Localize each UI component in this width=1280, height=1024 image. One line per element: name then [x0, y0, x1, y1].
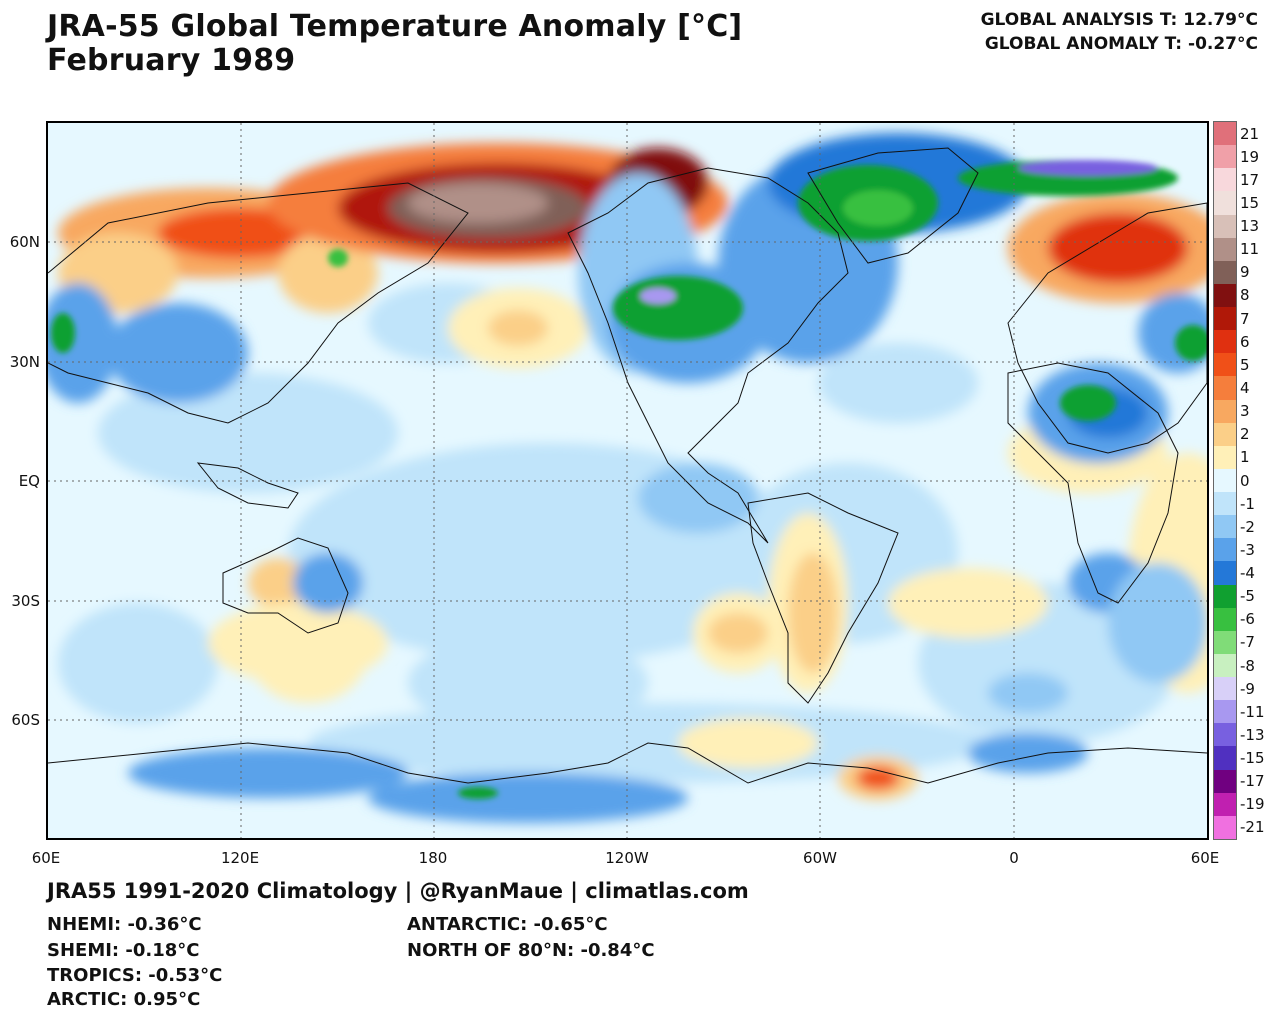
colorbar-label: 3 — [1240, 402, 1250, 421]
colorbar-segment — [1214, 353, 1236, 377]
map-title: JRA-55 Global Temperature Anomaly [°C] F… — [47, 10, 742, 78]
colorbar-segment — [1214, 260, 1236, 284]
colorbar-label: -1 — [1240, 494, 1255, 513]
colorbar-segment — [1214, 561, 1236, 585]
anomaly-map — [46, 121, 1209, 840]
lon-label-60e-left: 60E — [31, 849, 61, 867]
strong-anomaly-cores — [51, 160, 1207, 799]
stat-antarctic: ANTARCTIC: -0.65°C — [407, 914, 608, 935]
colorbar-segment — [1214, 168, 1236, 192]
colorbar-label: -9 — [1240, 679, 1255, 698]
lon-label-0: 0 — [1009, 849, 1019, 867]
colorbar-segment — [1214, 700, 1236, 724]
colorbar-label: 21 — [1240, 124, 1260, 143]
lon-label-180: 180 — [418, 849, 448, 867]
colorbar-segment — [1214, 376, 1236, 400]
colorbar-segment — [1214, 746, 1236, 770]
colorbar-segment — [1214, 630, 1236, 654]
stat-north-of-80: NORTH OF 80°N: -0.84°C — [407, 940, 655, 961]
colorbar-label: 6 — [1240, 332, 1250, 351]
colorbar-label: 1 — [1240, 448, 1250, 467]
colorbar-label: 4 — [1240, 378, 1250, 397]
lon-label-120e: 120E — [220, 849, 260, 867]
colorbar-segment — [1214, 191, 1236, 215]
colorbar-segment — [1214, 492, 1236, 516]
colorbar-label: -4 — [1240, 564, 1255, 583]
lon-label-60e-right: 60E — [1190, 849, 1220, 867]
colorbar-segment — [1214, 538, 1236, 562]
colorbar-label: -15 — [1240, 749, 1265, 768]
colorbar-label: 8 — [1240, 286, 1250, 305]
anomaly-field — [48, 133, 1207, 823]
title-line-2: February 1989 — [47, 43, 296, 78]
colorbar-segment — [1214, 653, 1236, 677]
colorbar — [1213, 121, 1237, 840]
stat-nhemi: NHEMI: -0.36°C — [47, 914, 202, 935]
colorbar-label: 7 — [1240, 309, 1250, 328]
lat-label-eq: EQ — [18, 472, 40, 490]
climatology-credit: JRA55 1991-2020 Climatology | @RyanMaue … — [47, 879, 749, 903]
colorbar-segment — [1214, 815, 1236, 839]
colorbar-segment — [1214, 307, 1236, 331]
stat-arctic: ARCTIC: 0.95°C — [47, 989, 201, 1010]
lat-label-60n: 60N — [9, 233, 40, 251]
colorbar-segment — [1214, 468, 1236, 492]
colorbar-segment — [1214, 769, 1236, 793]
colorbar-label: -3 — [1240, 540, 1255, 559]
lat-label-60s: 60S — [11, 711, 40, 729]
colorbar-segment — [1214, 677, 1236, 701]
colorbar-segment — [1214, 122, 1236, 146]
colorbar-segment — [1214, 214, 1236, 238]
colorbar-label: -21 — [1240, 818, 1265, 837]
global-stats: GLOBAL ANALYSIS T: 12.79°C GLOBAL ANOMAL… — [981, 8, 1258, 56]
colorbar-segment — [1214, 283, 1236, 307]
colorbar-segment — [1214, 237, 1236, 261]
colorbar-segment — [1214, 723, 1236, 747]
colorbar-label: -6 — [1240, 610, 1255, 629]
colorbar-segment — [1214, 607, 1236, 631]
stat-shemi: SHEMI: -0.18°C — [47, 940, 200, 961]
colorbar-segment — [1214, 422, 1236, 446]
colorbar-label: 9 — [1240, 263, 1250, 282]
colorbar-label: 19 — [1240, 147, 1260, 166]
colorbar-label: 11 — [1240, 240, 1260, 259]
colorbar-segment — [1214, 330, 1236, 354]
coastlines — [48, 147, 1207, 784]
colorbar-segment — [1214, 792, 1236, 816]
colorbar-label: 17 — [1240, 170, 1260, 189]
colorbar-label: 5 — [1240, 355, 1250, 374]
colorbar-segment — [1214, 515, 1236, 539]
colorbar-label: -7 — [1240, 633, 1255, 652]
title-line-1: JRA-55 Global Temperature Anomaly [°C] — [47, 9, 743, 44]
colorbar-label: 15 — [1240, 193, 1260, 212]
colorbar-label: 2 — [1240, 425, 1250, 444]
global-anomaly-t: GLOBAL ANOMALY T: -0.27°C — [984, 34, 1258, 54]
global-analysis-t: GLOBAL ANALYSIS T: 12.79°C — [980, 10, 1258, 30]
lon-label-60w: 60W — [803, 849, 837, 867]
anomaly-map-canvas — [48, 123, 1207, 838]
colorbar-label: -19 — [1240, 795, 1265, 814]
colorbar-label: 0 — [1240, 471, 1250, 490]
colorbar-segment — [1214, 445, 1236, 469]
colorbar-label: -13 — [1240, 725, 1265, 744]
colorbar-label: -2 — [1240, 517, 1255, 536]
colorbar-label: -8 — [1240, 656, 1255, 675]
colorbar-segment — [1214, 145, 1236, 169]
stat-tropics: TROPICS: -0.53°C — [47, 965, 223, 986]
lon-label-120w: 120W — [605, 849, 649, 867]
lat-label-30s: 30S — [11, 592, 40, 610]
lat-label-30n: 30N — [9, 353, 40, 371]
colorbar-label: -11 — [1240, 702, 1265, 721]
colorbar-segment — [1214, 584, 1236, 608]
colorbar-label: -17 — [1240, 772, 1265, 791]
colorbar-segment — [1214, 399, 1236, 423]
colorbar-label: -5 — [1240, 587, 1255, 606]
colorbar-label: 13 — [1240, 217, 1260, 236]
graticule — [48, 123, 1207, 838]
